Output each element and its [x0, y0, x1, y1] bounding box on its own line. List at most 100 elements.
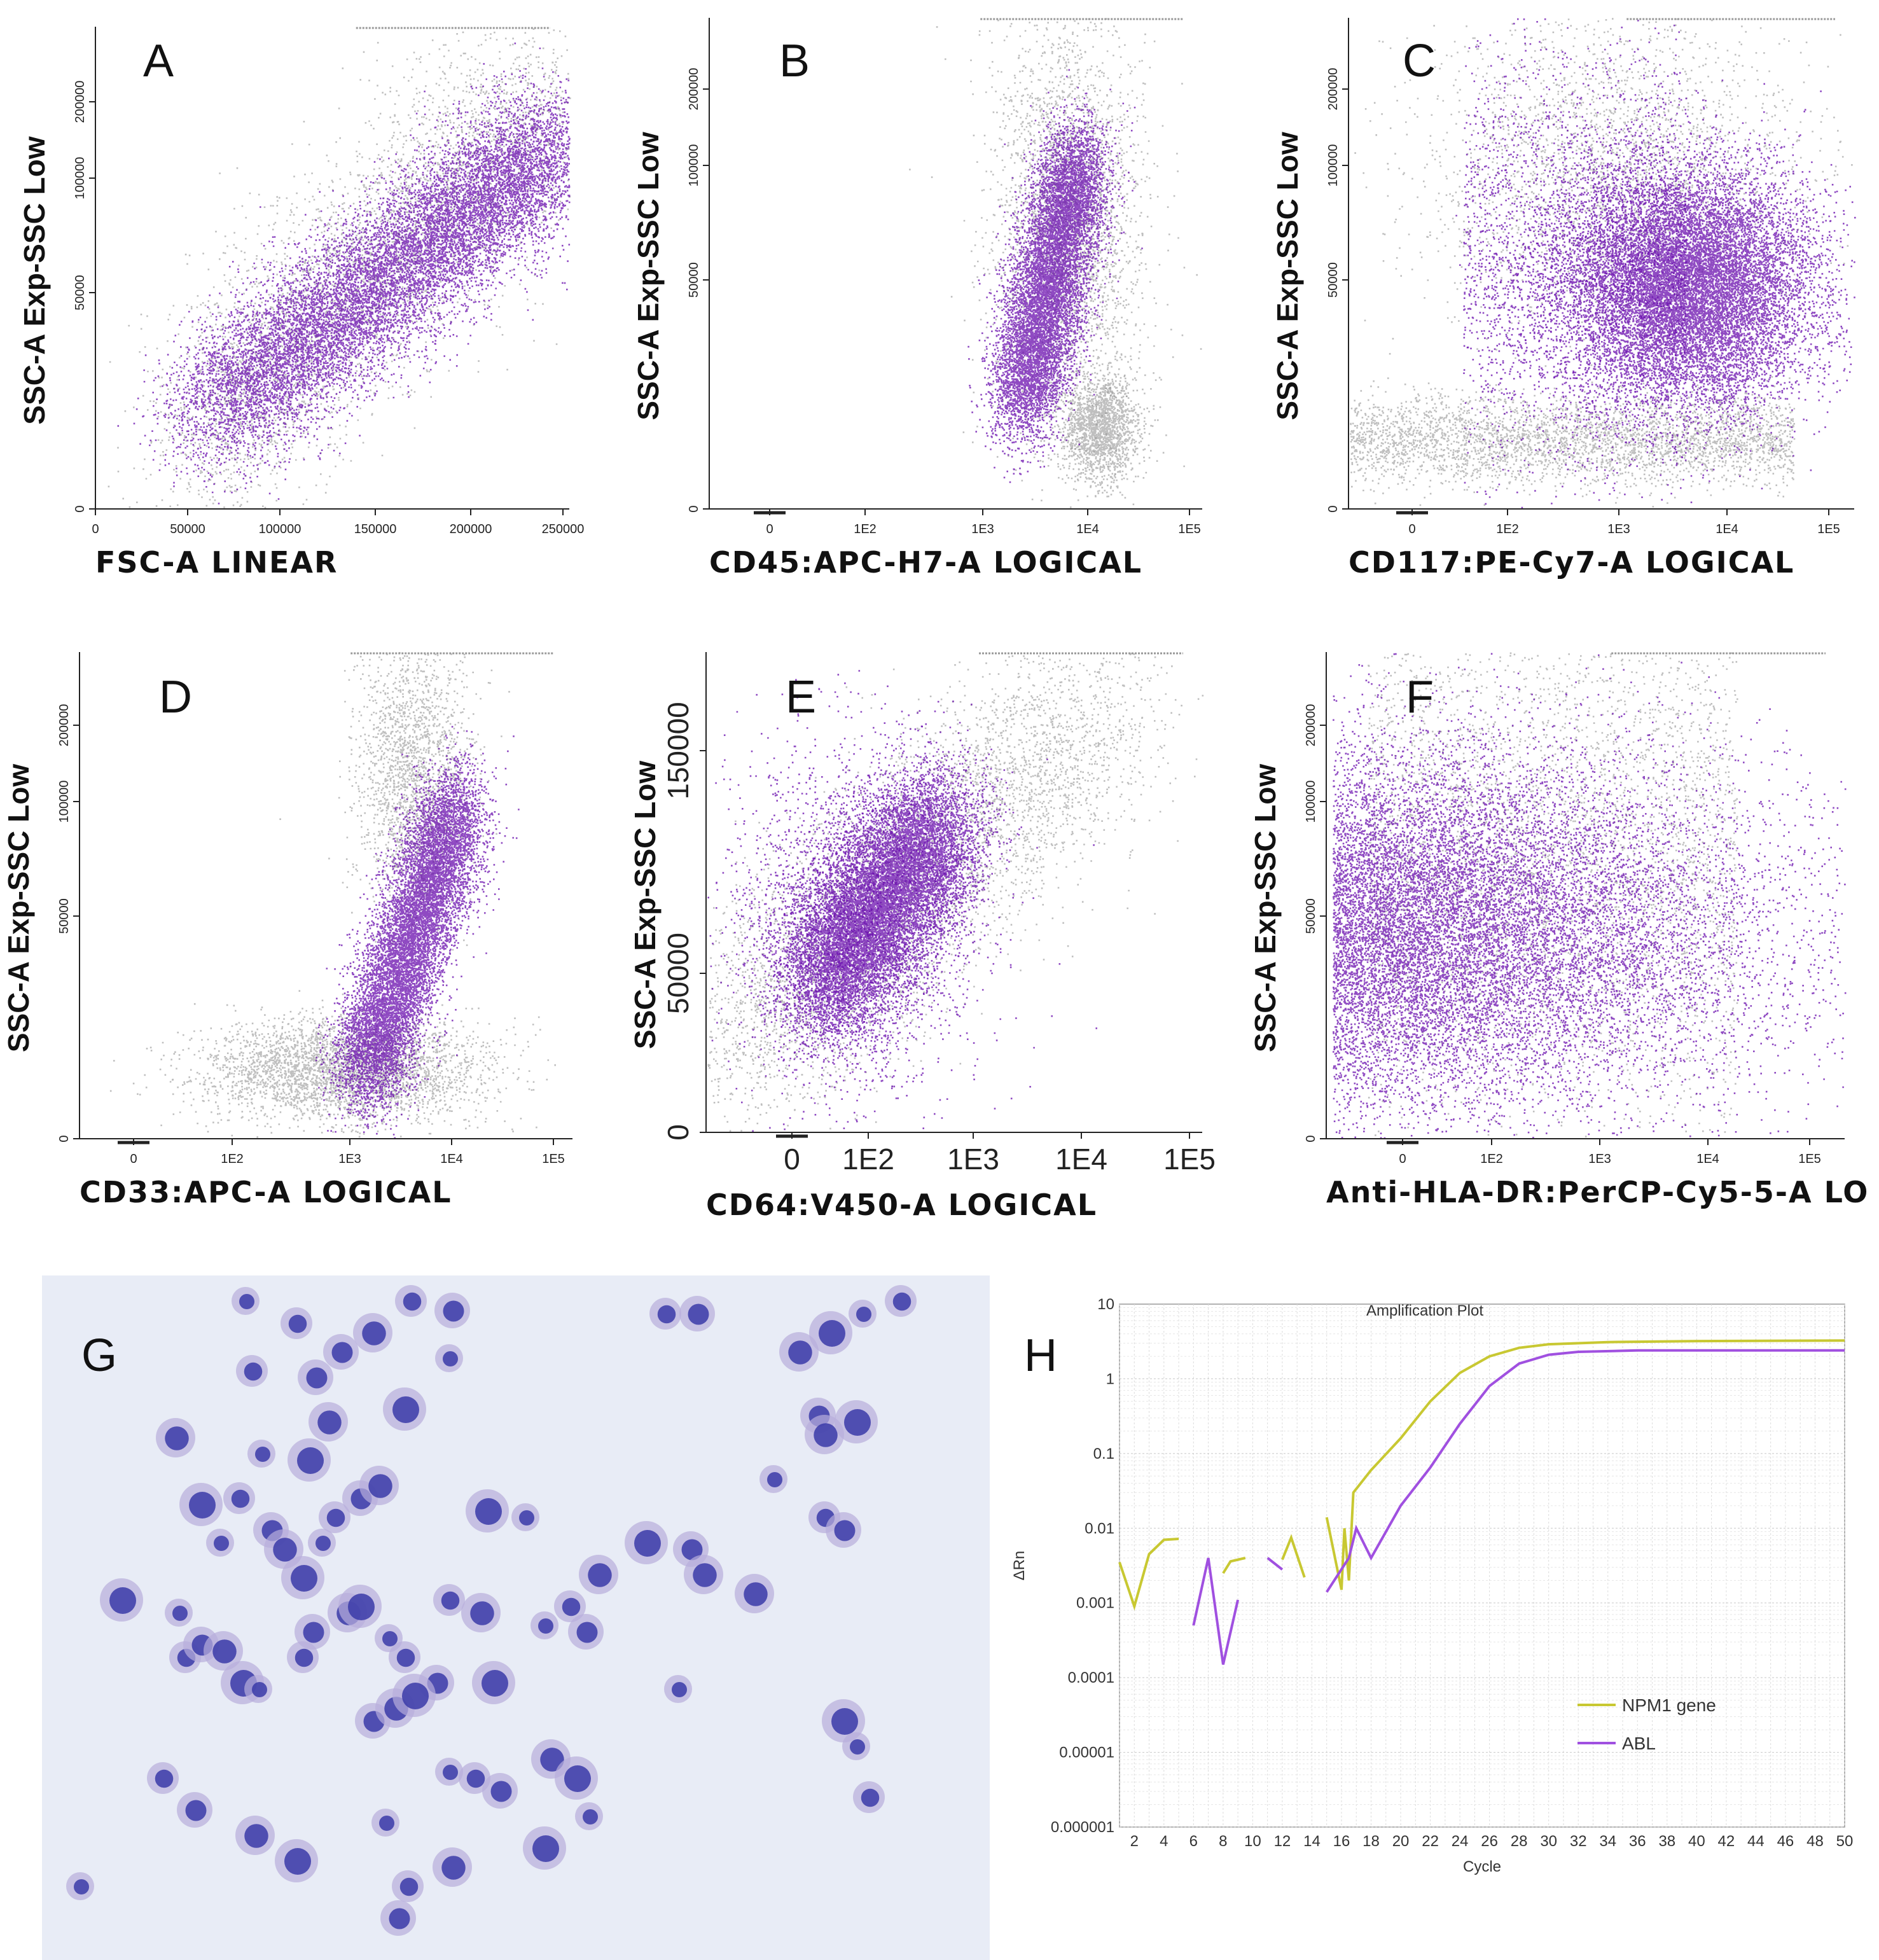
cell-nucleus [850, 1739, 865, 1755]
cell-nucleus [273, 1538, 297, 1562]
curve-segment [1222, 1557, 1246, 1574]
x-tick-label: 12 [1274, 1833, 1291, 1850]
panel-g-micrograph: G [42, 1275, 990, 1960]
grid [1119, 1304, 1845, 1828]
cell-nucleus [681, 1539, 703, 1560]
stained-cells [66, 1285, 917, 1936]
cell-nucleus [288, 1314, 307, 1333]
series-npm1-gene [1118, 1339, 1845, 1611]
cell-nucleus [588, 1563, 612, 1587]
x-axis-label: CD45:APC-H7-A LOGICAL [709, 545, 1142, 580]
y-axis-label: SSC-A Exp-SSC Low [632, 132, 665, 420]
scatter-plot-f: F 0 50000 100000 200000 0 1E2 1E3 1E4 1E5 SSC-A Ex… [1249, 652, 1869, 1209]
cell-nucleus [399, 1877, 419, 1896]
y-tick-label: 0 [1326, 505, 1340, 512]
cell-nucleus [368, 1474, 392, 1498]
panel-a: A 0 50000 100000 200000 0 50000 100000 150000 200… [0, 0, 598, 611]
cell-nucleus [172, 1606, 188, 1621]
cell-nucleus [744, 1582, 768, 1606]
x-tick-label: 1E4 [1716, 522, 1738, 536]
x-tick-label: 44 [1747, 1833, 1765, 1850]
x-tick-label: 24 [1452, 1833, 1469, 1850]
scatter-plot-a: A 0 50000 100000 200000 0 50000 100000 150000 200… [18, 27, 585, 580]
cell-nucleus [402, 1683, 429, 1709]
series-gated [117, 42, 571, 504]
cell-nucleus [326, 1508, 345, 1527]
cell-nucleus [657, 1305, 676, 1324]
cell-nucleus [389, 1908, 410, 1929]
gray-event-dots [109, 982, 556, 1138]
gray-event-dots [1350, 359, 1796, 508]
cell-nucleus [255, 1447, 270, 1462]
purple-event-dots [1333, 653, 1847, 1139]
y-tick-label: 100000 [1326, 144, 1340, 187]
cell-nucleus [212, 1639, 237, 1664]
cell-nucleus [244, 1362, 263, 1381]
y-tick-label: 1 [1106, 1370, 1114, 1387]
cell-nucleus [767, 1472, 782, 1487]
x-tick-label: 18 [1362, 1833, 1380, 1850]
x-tick-label: 1E3 [1607, 522, 1630, 536]
panel-f: F 0 50000 100000 200000 0 1E2 1E3 1E4 1E5 SSC-A Ex… [1249, 630, 1879, 1228]
x-tick-label: 46 [1777, 1833, 1794, 1850]
cell-nucleus [490, 1781, 512, 1802]
panel-label: A [143, 36, 174, 87]
cell-nucleus [482, 1670, 508, 1697]
x-tick-label: 22 [1422, 1833, 1439, 1850]
y-tick-label: 50000 [57, 898, 71, 934]
curve-segment [1281, 1534, 1306, 1578]
y-tick-label: 0 [57, 1135, 71, 1142]
curve-segment [1192, 1557, 1240, 1665]
x-tick-label: 1E5 [1163, 1143, 1216, 1176]
x-tick-label: 1E5 [1817, 522, 1840, 536]
cell-nucleus [155, 1769, 174, 1788]
y-tick-label: 0 [1304, 1135, 1318, 1142]
x-tick-label: 1E3 [1588, 1152, 1611, 1166]
curve-segment [1118, 1538, 1179, 1611]
legend-entry: ABL [1622, 1734, 1656, 1753]
series-other-events [109, 652, 556, 1138]
y-tick-label: 0.01 [1085, 1520, 1114, 1537]
chart-title: Amplification Plot [1366, 1302, 1483, 1319]
y-axis-label: ΔRn [1011, 1551, 1028, 1581]
x-tick-label: 1E3 [971, 522, 994, 536]
gray-event-dots [707, 653, 1204, 1132]
x-tick-label: 40 [1688, 1833, 1705, 1850]
series-gated [967, 69, 1143, 483]
x-axis-label: Anti-HLA-DR:PerCP-Cy5-5-A LO [1326, 1175, 1869, 1209]
y-tick-label: 100000 [73, 157, 87, 200]
x-tick-label: 1E2 [854, 522, 877, 536]
y-tick-label: 0.000001 [1051, 1819, 1114, 1836]
cell-nucleus [231, 1489, 250, 1508]
x-tick-label: 1E4 [1076, 522, 1099, 536]
cell-nucleus [634, 1530, 661, 1557]
x-tick-label: 48 [1806, 1833, 1824, 1850]
y-tick-label: 50000 [1326, 262, 1340, 298]
x-tick-label: 250000 [542, 522, 585, 536]
cell-nucleus [583, 1809, 598, 1824]
cell-nucleus [303, 1622, 324, 1643]
x-tick-label: 28 [1511, 1833, 1528, 1850]
x-tick-label: 0 [784, 1143, 800, 1176]
x-tick-label: 1E3 [338, 1152, 361, 1166]
series-other-events [707, 653, 1204, 1132]
cell-nucleus [892, 1292, 912, 1311]
cell-nucleus [185, 1800, 207, 1821]
cell-nucleus [362, 1321, 386, 1345]
panel-label: D [159, 672, 192, 723]
cell-nucleus [441, 1591, 460, 1610]
cell-nucleus [470, 1601, 494, 1625]
purple-event-dots [707, 670, 1097, 1132]
x-tick-label: 1E5 [1798, 1152, 1821, 1166]
cell-nucleus [396, 1648, 415, 1667]
curve-segment [1325, 1339, 1845, 1590]
x-tick-label: 8 [1219, 1833, 1227, 1850]
y-tick-label: 50000 [687, 262, 701, 298]
y-axis-label: SSC-A Exp-SSC Low [2, 764, 35, 1052]
y-axis-label: SSC-A Exp-SSC Low [1249, 764, 1282, 1052]
y-axis-label: SSC-A Exp-SSC Low [18, 136, 51, 424]
x-tick-label: 36 [1629, 1833, 1646, 1850]
cell-nucleus [441, 1856, 466, 1880]
panel-label: H [1024, 1330, 1057, 1381]
panel-label: B [779, 36, 810, 87]
